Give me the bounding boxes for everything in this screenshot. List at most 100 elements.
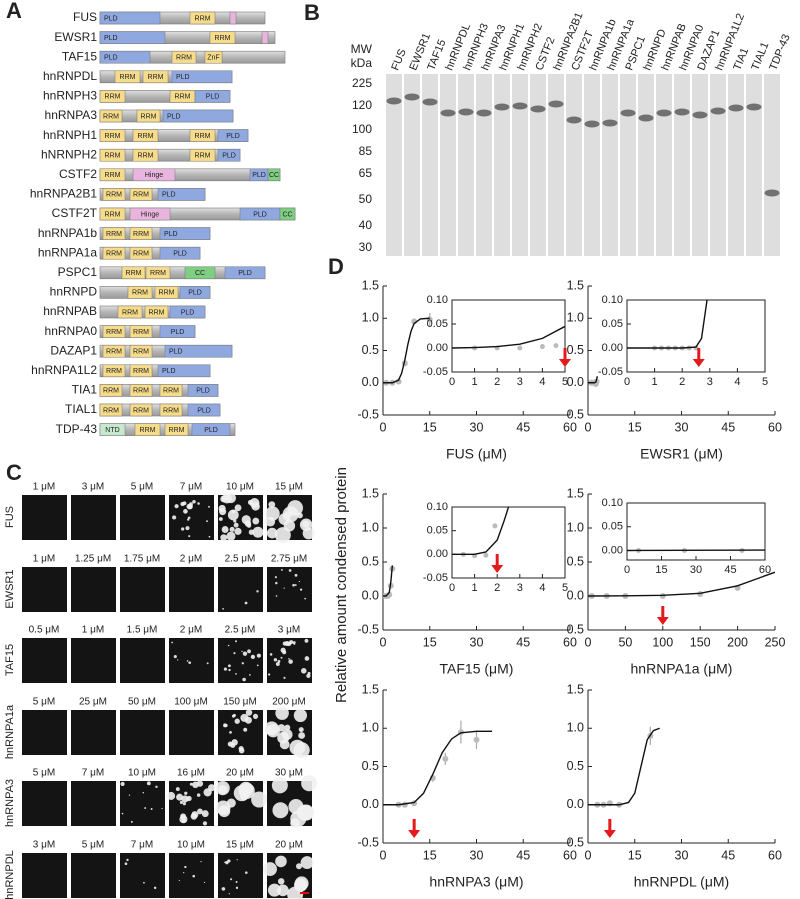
droplet	[268, 501, 276, 509]
micrograph	[169, 567, 214, 612]
x-axis-label: TAF15 (μM)	[440, 661, 514, 677]
droplet	[236, 859, 238, 861]
mw-marker: 100	[352, 122, 372, 136]
domain-label: PLD	[173, 251, 187, 258]
droplet	[197, 502, 200, 505]
data-point	[386, 591, 393, 598]
micrograph	[169, 781, 214, 826]
domain-box	[171, 70, 233, 84]
concentration-label: 1.25 μM	[75, 554, 111, 565]
micrograph	[218, 638, 263, 683]
droplet	[229, 526, 235, 532]
concentration-label: 2 μM	[180, 625, 202, 636]
droplet	[241, 662, 244, 665]
droplet	[275, 595, 278, 597]
droplet	[296, 863, 302, 870]
x-tick-label: 60	[563, 848, 577, 862]
domain-label: RRM	[149, 309, 165, 316]
y-tick-label: 0.5	[362, 343, 379, 357]
gel-band	[728, 104, 744, 112]
domain-label: PLD	[204, 427, 218, 434]
micrograph	[120, 495, 165, 540]
droplet	[187, 516, 191, 520]
y-tick-label: 0.10	[427, 294, 448, 306]
x-tick-label: 0	[585, 848, 592, 862]
droplet	[249, 674, 251, 676]
domain-label: PLD	[169, 349, 183, 356]
gel-lane	[566, 74, 582, 256]
concentration-label: 200 μM	[272, 697, 306, 708]
droplet	[274, 576, 277, 579]
droplet	[263, 862, 277, 877]
x-tick-label: 0	[585, 420, 592, 434]
droplet	[244, 601, 248, 605]
droplet	[282, 650, 287, 655]
mw-marker: 30	[359, 240, 373, 254]
fit-curve	[452, 507, 510, 556]
x-tick-label: 250	[765, 635, 786, 649]
domain-box	[204, 50, 223, 64]
droplet	[155, 785, 158, 789]
droplet	[121, 812, 124, 815]
y-tick-label: 1.5	[362, 278, 379, 292]
protein-name: hnRNPA1L2	[31, 363, 97, 377]
x-axis-label: FUS (μM)	[446, 446, 507, 462]
domain-box	[159, 325, 196, 338]
protein-name: FUS	[73, 10, 97, 24]
domain-label: RRM	[138, 153, 154, 160]
x-tick-label: 0	[380, 635, 387, 649]
droplet	[290, 818, 301, 829]
concentration-label: 150 μM	[223, 697, 257, 708]
data-point	[442, 755, 449, 762]
y-tick-label: 0.0	[362, 588, 379, 602]
y-tick-label: 0.5	[567, 343, 584, 357]
domain-label: RRM	[106, 349, 122, 356]
concentration-label: 3 μM	[82, 482, 104, 493]
domain-label: RRM	[105, 172, 121, 179]
domain-box	[99, 11, 161, 25]
droplet	[245, 709, 253, 716]
domain-label: RRM	[106, 251, 122, 258]
concentration-label: 10 μM	[226, 482, 254, 493]
domain-label: RRM	[148, 74, 164, 81]
domain-label: RRM	[133, 388, 149, 395]
domain-box	[102, 246, 126, 260]
droplet	[229, 730, 232, 734]
micrograph	[169, 853, 214, 898]
droplet	[304, 656, 310, 661]
droplet	[183, 509, 188, 514]
y-tick-label: 0.0	[567, 797, 584, 811]
domain-label: PLD	[162, 368, 176, 375]
micrograph	[22, 495, 67, 540]
droplet	[215, 800, 231, 816]
domain-label: RRM	[105, 211, 121, 218]
droplet	[230, 878, 233, 881]
domain-box	[99, 384, 123, 397]
plot-area	[588, 571, 775, 599]
domain-box	[157, 188, 206, 201]
fit-curve	[452, 325, 565, 349]
droplet	[299, 588, 303, 591]
droplet	[228, 893, 230, 895]
gel-lane	[494, 74, 510, 256]
panel-label: A	[6, 0, 22, 23]
domain-label: RRM	[133, 407, 149, 414]
domain-label: PLD	[238, 270, 252, 277]
droplet	[292, 641, 296, 645]
gel-band	[512, 102, 528, 110]
micrograph	[22, 853, 67, 898]
plot-area	[627, 300, 708, 351]
x-tick-label: 0	[380, 848, 387, 862]
droplet	[294, 584, 297, 587]
droplet	[298, 732, 306, 739]
droplet	[227, 741, 233, 747]
data-point	[553, 343, 559, 349]
droplet	[218, 517, 223, 521]
droplet	[153, 886, 157, 890]
gel-band	[530, 105, 546, 113]
concentration-label: 1 μM	[82, 625, 104, 636]
domain-box	[99, 50, 151, 64]
domain-label: PLD	[206, 94, 220, 101]
domain-label: RRM	[106, 192, 122, 199]
